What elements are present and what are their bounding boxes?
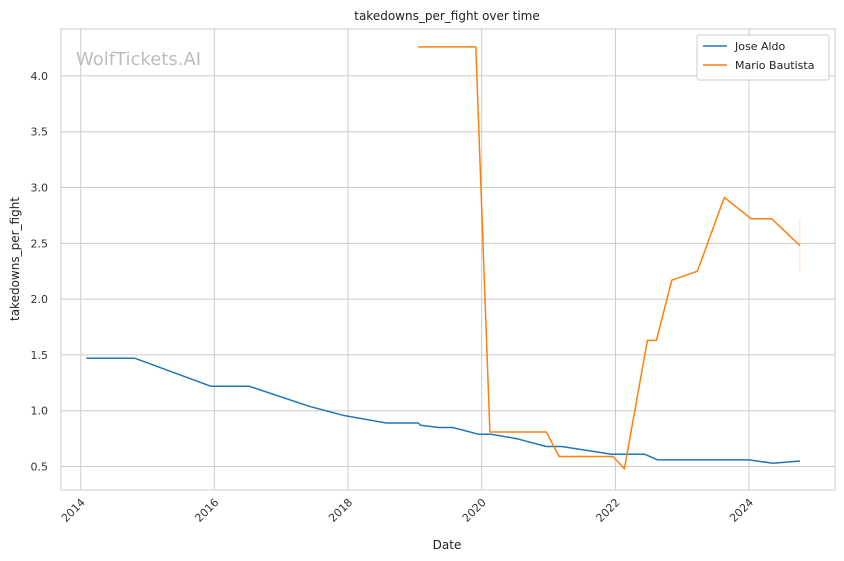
y-tick-label: 0.5 xyxy=(31,461,49,474)
x-tick-label: 2024 xyxy=(727,496,756,525)
x-tick-label: 2022 xyxy=(594,496,623,525)
y-tick-label: 2.0 xyxy=(31,293,49,306)
series-line-jose-aldo xyxy=(86,357,800,464)
legend: Jose Aldo Mario Bautista xyxy=(696,34,830,81)
legend-box xyxy=(696,34,830,81)
legend-label: Mario Bautista xyxy=(735,59,814,72)
watermark: WolfTickets.AI xyxy=(76,49,201,70)
grid xyxy=(61,29,835,490)
y-tick-label: 2.5 xyxy=(31,237,49,250)
x-axis-title: Date xyxy=(433,538,462,552)
y-tick-label: 1.5 xyxy=(31,349,49,362)
chart-title: takedowns_per_fight over time xyxy=(354,9,540,23)
x-tick-label: 2014 xyxy=(59,496,88,525)
x-tick-label: 2018 xyxy=(326,496,355,525)
y-tick-label: 1.0 xyxy=(31,405,49,418)
y-tick-label: 3.5 xyxy=(31,126,49,139)
y-tick-label: 3.0 xyxy=(31,182,49,195)
series-line-mario-bautista xyxy=(418,46,801,470)
legend-label: Jose Aldo xyxy=(734,40,786,53)
y-axis-title: takedowns_per_fight xyxy=(8,197,22,321)
y-tick-label: 4.0 xyxy=(31,70,49,83)
x-tick-label: 2016 xyxy=(192,496,221,525)
x-axis-ticks: 2014 2016 2018 2020 2022 2024 xyxy=(59,496,756,525)
x-tick-label: 2020 xyxy=(460,496,489,525)
series-layer xyxy=(86,46,801,470)
y-axis-ticks: 0.5 1.0 1.5 2.0 2.5 3.0 3.5 4.0 xyxy=(31,70,49,474)
plot-frame xyxy=(60,28,836,491)
